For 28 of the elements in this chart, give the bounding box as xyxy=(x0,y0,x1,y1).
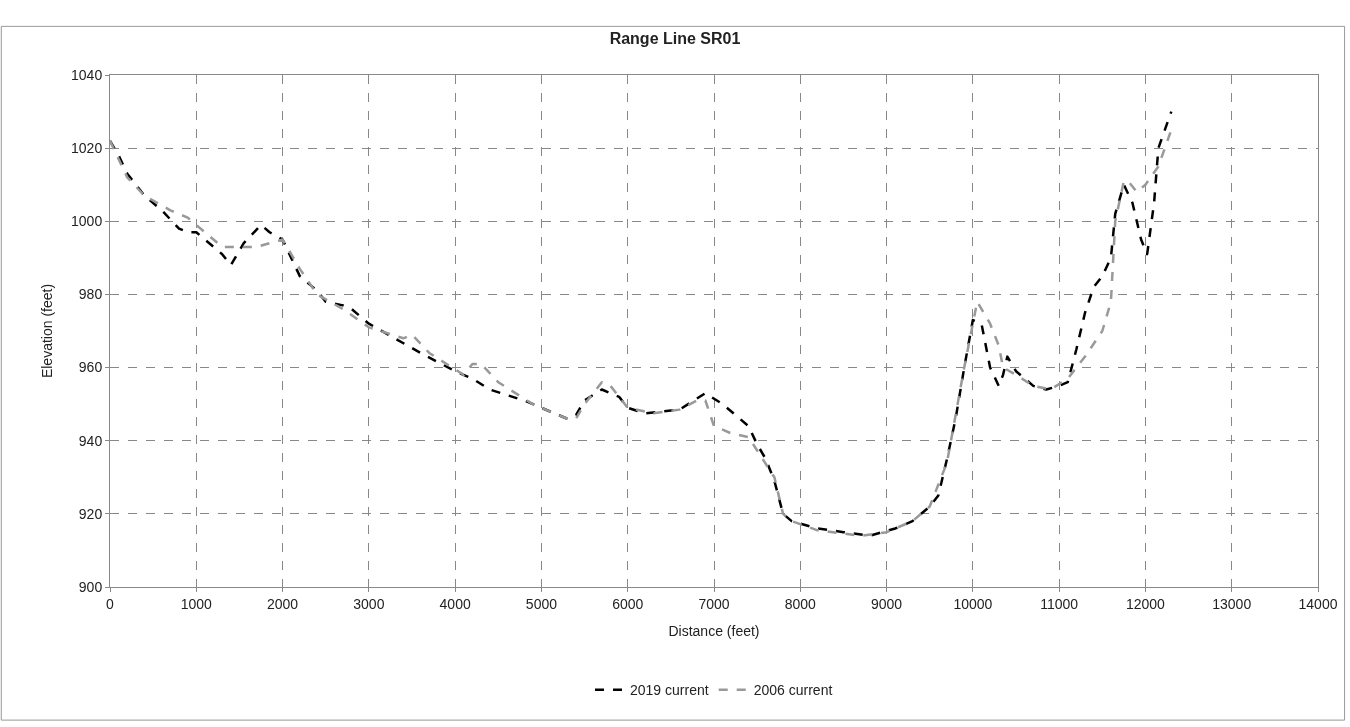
y-tick-label: 900 xyxy=(78,578,103,595)
y-tick-label: 940 xyxy=(78,432,103,449)
x-tick-label: 5000 xyxy=(525,595,558,612)
chart-title: Range Line SR01 xyxy=(609,29,741,47)
x-tick-label: 10000 xyxy=(953,595,993,612)
y-tick-label: 960 xyxy=(78,359,103,376)
y-tick-label: 1000 xyxy=(71,213,103,230)
x-tick-label: 1000 xyxy=(180,595,213,612)
legend-label: 2006 current xyxy=(753,682,833,699)
x-tick-label: 13000 xyxy=(1212,595,1252,612)
x-tick-label: 8000 xyxy=(784,595,817,612)
x-tick-label: 3000 xyxy=(353,595,385,612)
x-tick-label: 0 xyxy=(106,595,115,612)
x-tick-label: 2000 xyxy=(266,595,299,612)
x-tick-label: 12000 xyxy=(1125,595,1166,612)
y-tick-label: 980 xyxy=(78,286,103,303)
x-tick-label: 9000 xyxy=(870,595,903,612)
y-tick-label: 1040 xyxy=(71,66,103,83)
x-tick-label: 14000 xyxy=(1298,595,1338,612)
y-tick-label: 920 xyxy=(78,505,103,522)
legend-label: 2019 current xyxy=(630,682,709,699)
x-axis-title: Distance (feet) xyxy=(668,623,760,640)
y-axis-title: Elevation (feet) xyxy=(38,283,55,379)
x-tick-label: 6000 xyxy=(612,595,644,612)
y-tick-label: 1020 xyxy=(71,140,103,157)
x-tick-label: 11000 xyxy=(1040,595,1079,612)
x-tick-label: 4000 xyxy=(439,595,471,612)
x-tick-label: 7000 xyxy=(698,595,730,612)
